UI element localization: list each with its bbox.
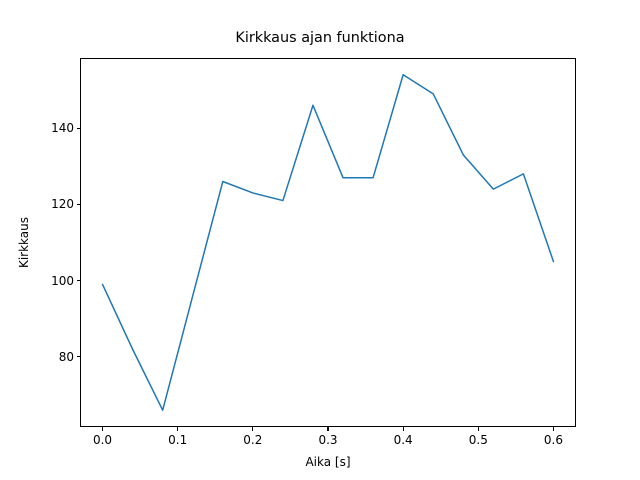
x-tick-label: 0.6 xyxy=(543,433,563,447)
y-tick-mark xyxy=(76,127,80,129)
x-axis-label: Aika [s] xyxy=(305,455,351,469)
line-plot xyxy=(101,74,555,411)
x-tick-label: 0.3 xyxy=(318,433,338,447)
axes-frame xyxy=(80,58,576,427)
x-tick-label: 0.4 xyxy=(393,433,413,447)
y-axis-label: Kirkkaus xyxy=(17,216,31,269)
x-tick-mark xyxy=(402,427,404,431)
y-tick-label: 120 xyxy=(51,197,74,212)
x-tick-mark xyxy=(552,427,554,431)
x-tick-mark xyxy=(327,427,329,431)
x-tick-mark xyxy=(477,427,479,431)
y-tick-label: 100 xyxy=(51,273,74,288)
x-tick-mark xyxy=(101,427,104,431)
x-tick-label: 0.2 xyxy=(243,433,263,447)
x-tick-label: 0.5 xyxy=(468,433,488,447)
x-tick-label: 0.1 xyxy=(168,433,188,447)
x-tick-mark xyxy=(177,427,179,431)
y-tick-label: 140 xyxy=(51,121,74,136)
y-tick-label: 80 xyxy=(58,349,74,364)
data-series-line xyxy=(101,74,555,411)
y-tick-mark xyxy=(76,356,80,358)
y-tick-mark xyxy=(76,203,80,205)
x-tick-label: 0.0 xyxy=(92,433,113,447)
y-tick-mark xyxy=(76,280,80,282)
chart-title: Kirkkaus ajan funktiona xyxy=(235,30,405,46)
x-tick-mark xyxy=(252,427,254,431)
